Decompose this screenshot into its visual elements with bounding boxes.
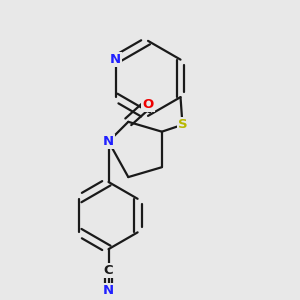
Text: N: N [103,284,114,297]
Text: S: S [178,118,187,131]
Text: N: N [110,53,121,66]
Text: N: N [103,135,114,148]
Text: O: O [142,98,154,110]
Text: C: C [104,264,113,278]
